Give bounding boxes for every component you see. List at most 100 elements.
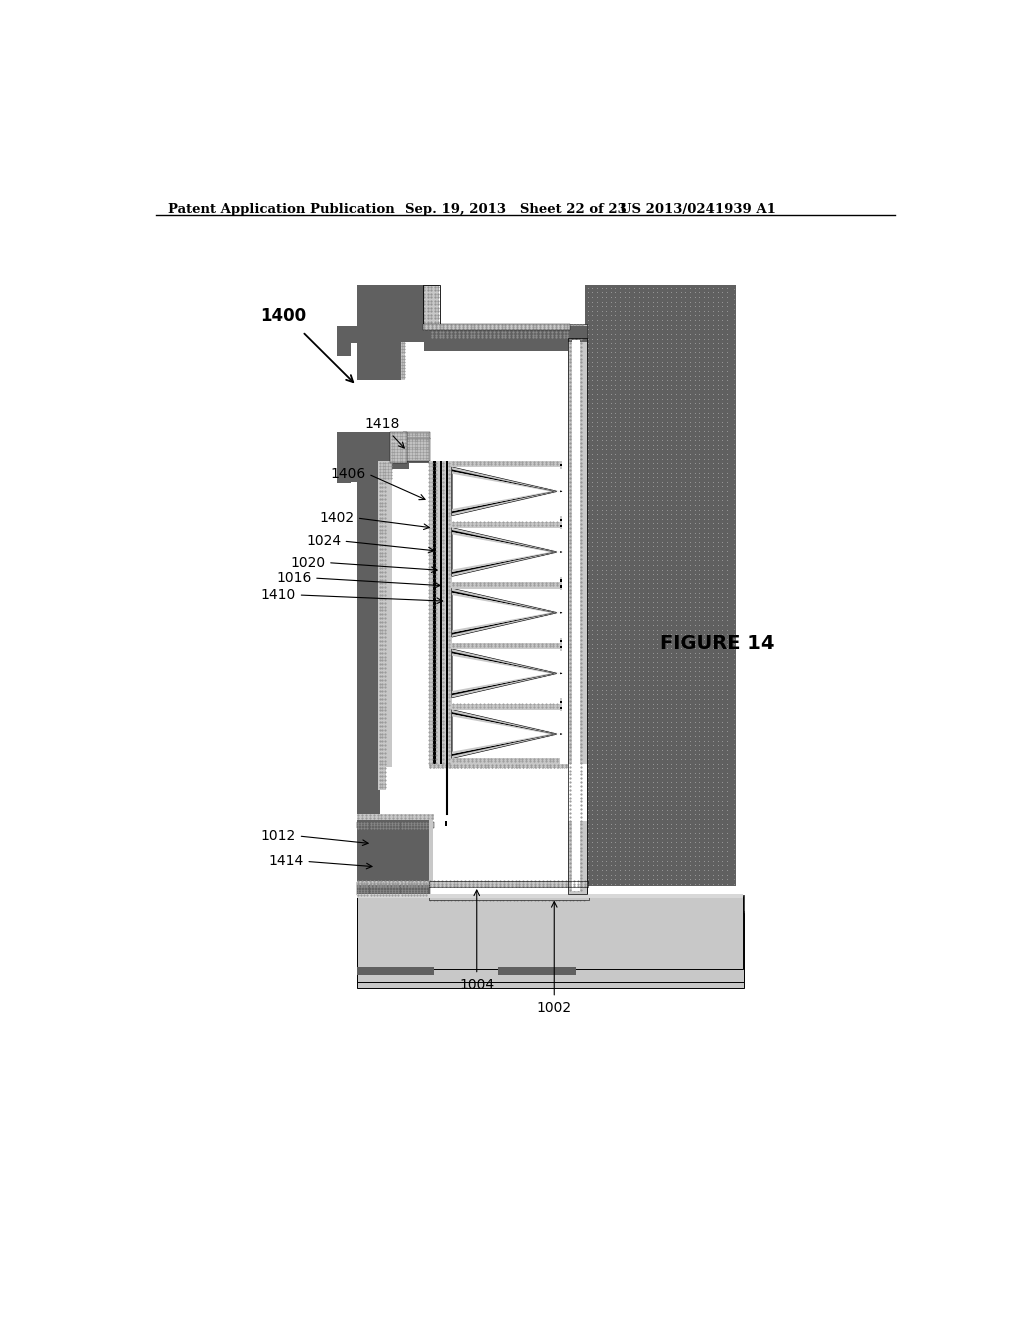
Point — [584, 726, 600, 747]
Point — [695, 329, 712, 350]
Point — [681, 449, 697, 470]
Point — [711, 458, 727, 479]
Point — [626, 734, 642, 755]
Point — [631, 711, 647, 733]
Point — [696, 333, 713, 354]
Point — [616, 597, 633, 618]
Point — [580, 785, 596, 807]
Point — [660, 768, 677, 789]
Point — [636, 388, 652, 409]
Point — [612, 763, 629, 784]
Point — [626, 279, 642, 300]
Point — [590, 643, 606, 664]
Point — [710, 767, 726, 788]
Point — [635, 314, 651, 335]
Point — [682, 486, 698, 507]
Point — [700, 758, 717, 779]
Point — [714, 693, 730, 714]
Point — [631, 490, 647, 511]
Bar — [356, 814, 434, 820]
Point — [585, 343, 601, 364]
Point — [612, 624, 629, 645]
Point — [595, 869, 611, 890]
Point — [701, 403, 718, 424]
Point — [631, 804, 647, 825]
Point — [585, 829, 601, 850]
Point — [616, 282, 633, 304]
Point — [655, 523, 672, 544]
Point — [714, 767, 730, 788]
Point — [686, 587, 702, 609]
Point — [705, 771, 721, 792]
Point — [691, 478, 708, 499]
Point — [640, 486, 656, 507]
Point — [616, 333, 633, 354]
Point — [626, 343, 642, 364]
Point — [622, 855, 638, 876]
Point — [598, 351, 614, 372]
Point — [646, 308, 663, 329]
Point — [622, 800, 638, 821]
Point — [711, 843, 727, 865]
Point — [650, 693, 667, 714]
Point — [605, 793, 622, 814]
Point — [603, 347, 620, 368]
Point — [646, 693, 663, 714]
Point — [635, 554, 651, 576]
Point — [668, 356, 684, 378]
Point — [626, 508, 642, 529]
Point — [696, 698, 713, 719]
Point — [641, 318, 657, 339]
Point — [677, 323, 693, 345]
Point — [711, 804, 727, 825]
Point — [598, 388, 614, 409]
Point — [612, 434, 629, 455]
Point — [649, 490, 666, 511]
Point — [700, 329, 717, 350]
Point — [719, 582, 735, 603]
Polygon shape — [459, 673, 560, 694]
Point — [615, 639, 632, 660]
Point — [681, 693, 697, 714]
Point — [593, 781, 609, 803]
Point — [622, 771, 638, 792]
Point — [696, 623, 713, 644]
Point — [649, 449, 666, 470]
Point — [691, 469, 708, 490]
Point — [721, 609, 737, 630]
Point — [673, 319, 689, 341]
Point — [600, 343, 616, 364]
Point — [650, 648, 667, 669]
Point — [593, 486, 609, 507]
Point — [686, 832, 702, 853]
Point — [701, 288, 718, 309]
Point — [686, 462, 702, 483]
Bar — [356, 482, 380, 826]
Point — [671, 463, 687, 484]
Point — [584, 388, 600, 409]
Point — [610, 854, 627, 875]
Point — [589, 721, 605, 742]
Point — [649, 569, 666, 590]
Point — [584, 675, 600, 696]
Bar — [435, 461, 439, 764]
Point — [580, 826, 596, 849]
Point — [714, 697, 730, 718]
Point — [598, 841, 614, 862]
Point — [701, 483, 718, 504]
Point — [635, 305, 651, 326]
Polygon shape — [452, 612, 557, 636]
Point — [676, 738, 692, 759]
Point — [621, 323, 637, 345]
Point — [655, 659, 672, 680]
Point — [631, 569, 647, 590]
Point — [714, 301, 730, 322]
Point — [581, 678, 597, 700]
Point — [631, 368, 647, 389]
Point — [603, 610, 620, 631]
Point — [671, 433, 687, 454]
Point — [707, 318, 723, 339]
Point — [603, 758, 620, 779]
Point — [598, 541, 614, 562]
Point — [691, 384, 708, 405]
